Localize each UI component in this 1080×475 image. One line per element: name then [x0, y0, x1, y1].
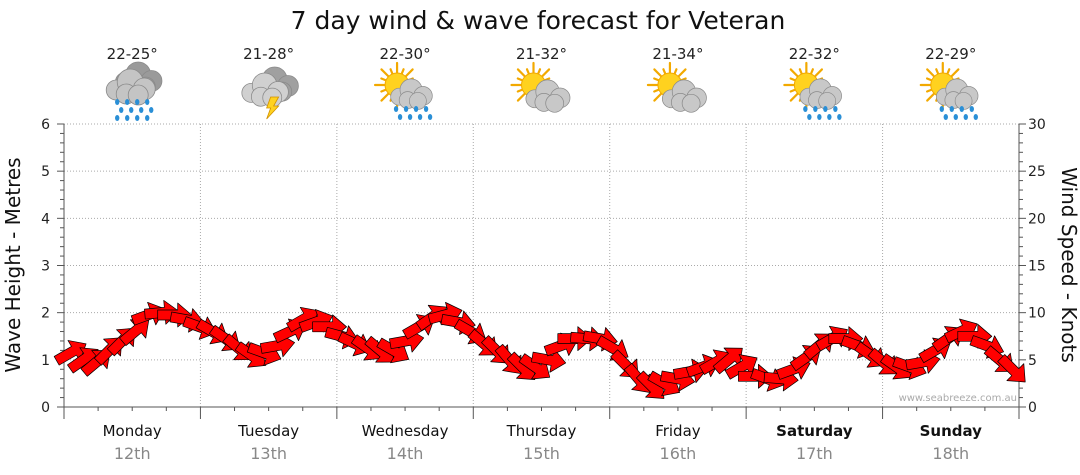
y-right-tick-label: 30 [1028, 117, 1046, 133]
temp-range-label: 21-28° [243, 45, 294, 63]
y-right-tick-label: 10 [1028, 306, 1046, 322]
y-left-tick-label: 5 [41, 164, 50, 180]
y-left-tick-label: 2 [41, 306, 50, 322]
wind-arrow [531, 348, 567, 373]
chart-title: 7 day wind & wave forecast for Veteran [291, 6, 786, 35]
date-label: 15th [523, 444, 560, 463]
y-right-tick-label: 20 [1028, 211, 1046, 227]
date-label: 13th [250, 444, 287, 463]
day-label: Friday [655, 422, 701, 440]
temp-range-label: 21-34° [652, 45, 703, 63]
y-left-tick-label: 3 [41, 259, 50, 275]
sun-showers-icon [919, 61, 979, 120]
wind-arrow [724, 354, 758, 380]
storm-cloud-icon [241, 66, 299, 120]
date-label: 17th [796, 444, 833, 463]
y-left-tick-label: 4 [41, 211, 50, 227]
y-right-tick-label: 0 [1028, 400, 1037, 416]
temp-range-label: 21-32° [516, 45, 567, 63]
date-label: 16th [660, 444, 697, 463]
y-axis-right-label: Wind Speed - Knots [1057, 167, 1080, 363]
temp-range-label: 22-32° [789, 45, 840, 63]
partly-cloudy-icon [510, 61, 571, 113]
wind-arrow [518, 353, 551, 380]
day-label: Monday [103, 422, 162, 440]
temp-range-label: 22-30° [380, 45, 431, 63]
day-label: Thursday [506, 422, 577, 440]
date-label: 18th [932, 444, 969, 463]
sun-showers-icon [373, 61, 433, 120]
day-label: Saturday [776, 422, 853, 440]
rain-cloud-icon [105, 61, 163, 121]
partly-cloudy-icon [646, 61, 707, 113]
day-label: Wednesday [362, 422, 449, 440]
y-right-tick-label: 15 [1028, 259, 1046, 275]
day-label: Sunday [920, 422, 983, 440]
y-right-tick-label: 5 [1028, 353, 1037, 369]
y-right-tick-label: 25 [1028, 164, 1046, 180]
temp-range-label: 22-25° [107, 45, 158, 63]
wind-arrow [997, 354, 1026, 383]
watermark: www.seabreeze.com.au [899, 393, 1017, 404]
y-left-tick-label: 6 [41, 117, 50, 133]
y-axis-left-label: Wave Height - Metres [1, 157, 25, 372]
y-left-tick-label: 0 [41, 400, 50, 416]
y-left-tick-label: 1 [41, 353, 50, 369]
date-label: 14th [387, 444, 424, 463]
day-label: Tuesday [237, 422, 299, 440]
sun-showers-icon [783, 61, 842, 120]
temp-range-label: 22-29° [925, 45, 976, 63]
date-label: 12th [114, 444, 151, 463]
